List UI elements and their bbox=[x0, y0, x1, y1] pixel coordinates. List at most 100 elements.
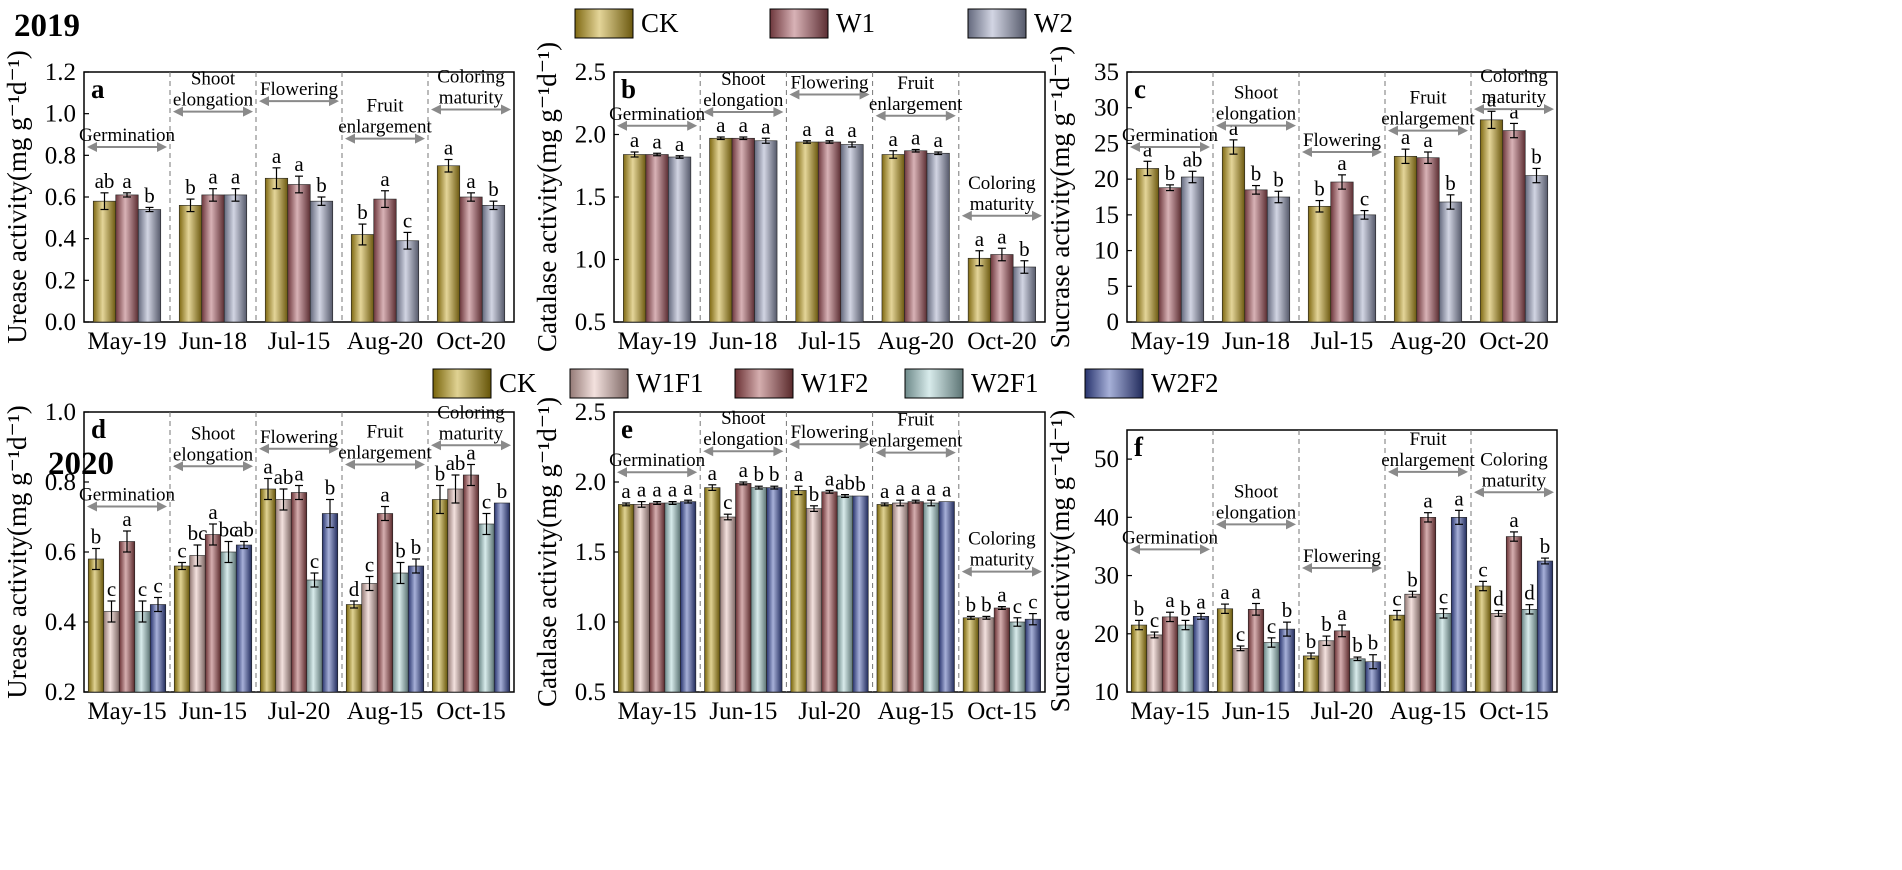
stage-label: maturity bbox=[1482, 470, 1547, 491]
significance-letter: b bbox=[316, 173, 327, 197]
bar-ck bbox=[709, 137, 733, 323]
legend-swatch-ck bbox=[432, 368, 492, 399]
stage-arrowhead-right bbox=[1032, 566, 1042, 577]
bar-w1 bbox=[904, 150, 928, 323]
stage-label: enlargement bbox=[338, 117, 432, 138]
significance-letter: b bbox=[357, 200, 368, 224]
stage-label: elongation bbox=[703, 429, 784, 450]
significance-letter: a bbox=[847, 118, 857, 142]
bar-ck bbox=[795, 141, 819, 323]
bar-w1 bbox=[1244, 189, 1268, 323]
legend-swatch-w2f2 bbox=[1084, 368, 1144, 399]
bar-w2f2 bbox=[321, 513, 339, 693]
significance-letter: a bbox=[466, 169, 476, 193]
y-axis-label: Urease activity(mg g⁻¹d⁻¹) bbox=[2, 50, 32, 344]
y-tick-label: 1.5 bbox=[575, 184, 606, 211]
stage-arrowhead-right bbox=[1458, 125, 1468, 136]
bar-w2f1 bbox=[1435, 613, 1452, 693]
significance-letter: a bbox=[1337, 151, 1347, 175]
y-tick-label: 1.2 bbox=[45, 59, 76, 86]
bar-ck bbox=[173, 565, 191, 693]
bar-w2f1 bbox=[220, 551, 237, 693]
legend-label-w2f2: W2F2 bbox=[1151, 368, 1219, 398]
stage-label: Germination bbox=[1122, 125, 1219, 146]
significance-letter: a bbox=[1454, 486, 1464, 510]
chart-panel-b: 0.5 1.0 1.5 2.0 2.5 Catalase activity(mg g⁻¹d… bbox=[532, 42, 1046, 355]
significance-letter: a bbox=[652, 129, 662, 153]
stage-label: elongation bbox=[1216, 502, 1297, 523]
bar-ck bbox=[264, 177, 289, 323]
significance-letter: a bbox=[652, 478, 662, 502]
bar-w1 bbox=[817, 141, 842, 323]
bar-w1 bbox=[287, 184, 311, 323]
x-tick-label: Jul-20 bbox=[1311, 698, 1374, 725]
stage-label: Germination bbox=[609, 450, 706, 471]
significance-letter: c bbox=[482, 490, 491, 514]
stage-arrowhead-left bbox=[173, 106, 183, 117]
stage-arrowhead-right bbox=[1372, 562, 1382, 573]
stage-label: enlargement bbox=[869, 94, 963, 115]
stage-arrowhead-right bbox=[687, 467, 698, 478]
significance-letter: a bbox=[122, 507, 132, 531]
significance-letter: b bbox=[1445, 171, 1456, 195]
legend-2020: CK W1F1 W1F2 W2F1 W2F2 bbox=[432, 368, 1219, 399]
significance-letter: c bbox=[107, 577, 116, 601]
significance-letter: a bbox=[1487, 87, 1497, 111]
significance-letter: a bbox=[466, 441, 476, 465]
bar-w2f2 bbox=[1192, 616, 1210, 693]
x-tick-label: May-19 bbox=[618, 328, 697, 355]
stage-arrowhead-left bbox=[87, 501, 97, 512]
significance-letter: bc bbox=[219, 518, 239, 542]
bar-w1f1 bbox=[1232, 648, 1249, 693]
bar-w1f2 bbox=[821, 491, 838, 693]
x-tick-label: Aug-15 bbox=[1390, 698, 1466, 725]
significance-letter: b bbox=[395, 539, 406, 563]
stage-arrowhead-right bbox=[157, 501, 167, 512]
stage-arrowhead-right bbox=[1286, 120, 1296, 131]
legend-label-ck: CK bbox=[641, 8, 679, 38]
y-tick-label: 0.5 bbox=[575, 679, 606, 706]
legend-swatch-w1f2 bbox=[734, 368, 794, 399]
significance-letter: a bbox=[911, 476, 921, 500]
legend-swatch-w1f1 bbox=[569, 368, 629, 399]
bar-w2 bbox=[1524, 175, 1549, 323]
x-tick-label: Oct-20 bbox=[967, 328, 1036, 355]
bar-ck bbox=[1388, 614, 1406, 693]
stage-arrowhead-left bbox=[703, 107, 714, 117]
significance-letter: a bbox=[1509, 99, 1519, 123]
stage-arrowhead-left bbox=[345, 459, 355, 470]
bar-w1f1 bbox=[978, 617, 995, 693]
x-tick-label: May-15 bbox=[618, 698, 697, 725]
significance-letter: b bbox=[1368, 631, 1379, 655]
stage-label: Fruit bbox=[897, 410, 935, 431]
stage-arrowhead-left bbox=[875, 447, 886, 458]
x-tick-label: May-15 bbox=[1130, 698, 1209, 725]
significance-letter: a bbox=[683, 476, 693, 500]
bar-w2f2 bbox=[938, 501, 955, 693]
stage-arrowhead-right bbox=[415, 133, 425, 144]
stage-label: Shoot bbox=[191, 423, 236, 444]
significance-letter: a bbox=[1220, 580, 1230, 604]
stage-arrowhead-left bbox=[259, 96, 269, 107]
bar-ck bbox=[345, 604, 363, 693]
significance-letter: a bbox=[272, 144, 282, 168]
significance-letter: a bbox=[975, 227, 985, 251]
significance-letter: a bbox=[761, 114, 771, 138]
stage-arrowhead-right bbox=[501, 104, 511, 115]
bar-w2 bbox=[1012, 266, 1036, 323]
stage-arrowhead-right bbox=[243, 106, 253, 117]
bar-w1f2 bbox=[1333, 630, 1351, 693]
bar-w1f1 bbox=[805, 508, 823, 693]
bar-w2f2 bbox=[766, 487, 783, 693]
x-tick-label: Jun-15 bbox=[1222, 698, 1290, 725]
x-tick-label: Jun-18 bbox=[709, 328, 777, 355]
significance-letter: a bbox=[380, 483, 390, 507]
x-tick-label: Oct-20 bbox=[436, 328, 505, 355]
bar-w2 bbox=[1266, 196, 1291, 323]
stage-arrowhead-left bbox=[617, 467, 627, 478]
y-tick-label: 1.5 bbox=[575, 539, 606, 566]
bar-w2f2 bbox=[1450, 517, 1468, 693]
bar-ck bbox=[623, 154, 647, 323]
significance-letter: c bbox=[365, 553, 374, 577]
stage-label: elongation bbox=[173, 90, 254, 111]
